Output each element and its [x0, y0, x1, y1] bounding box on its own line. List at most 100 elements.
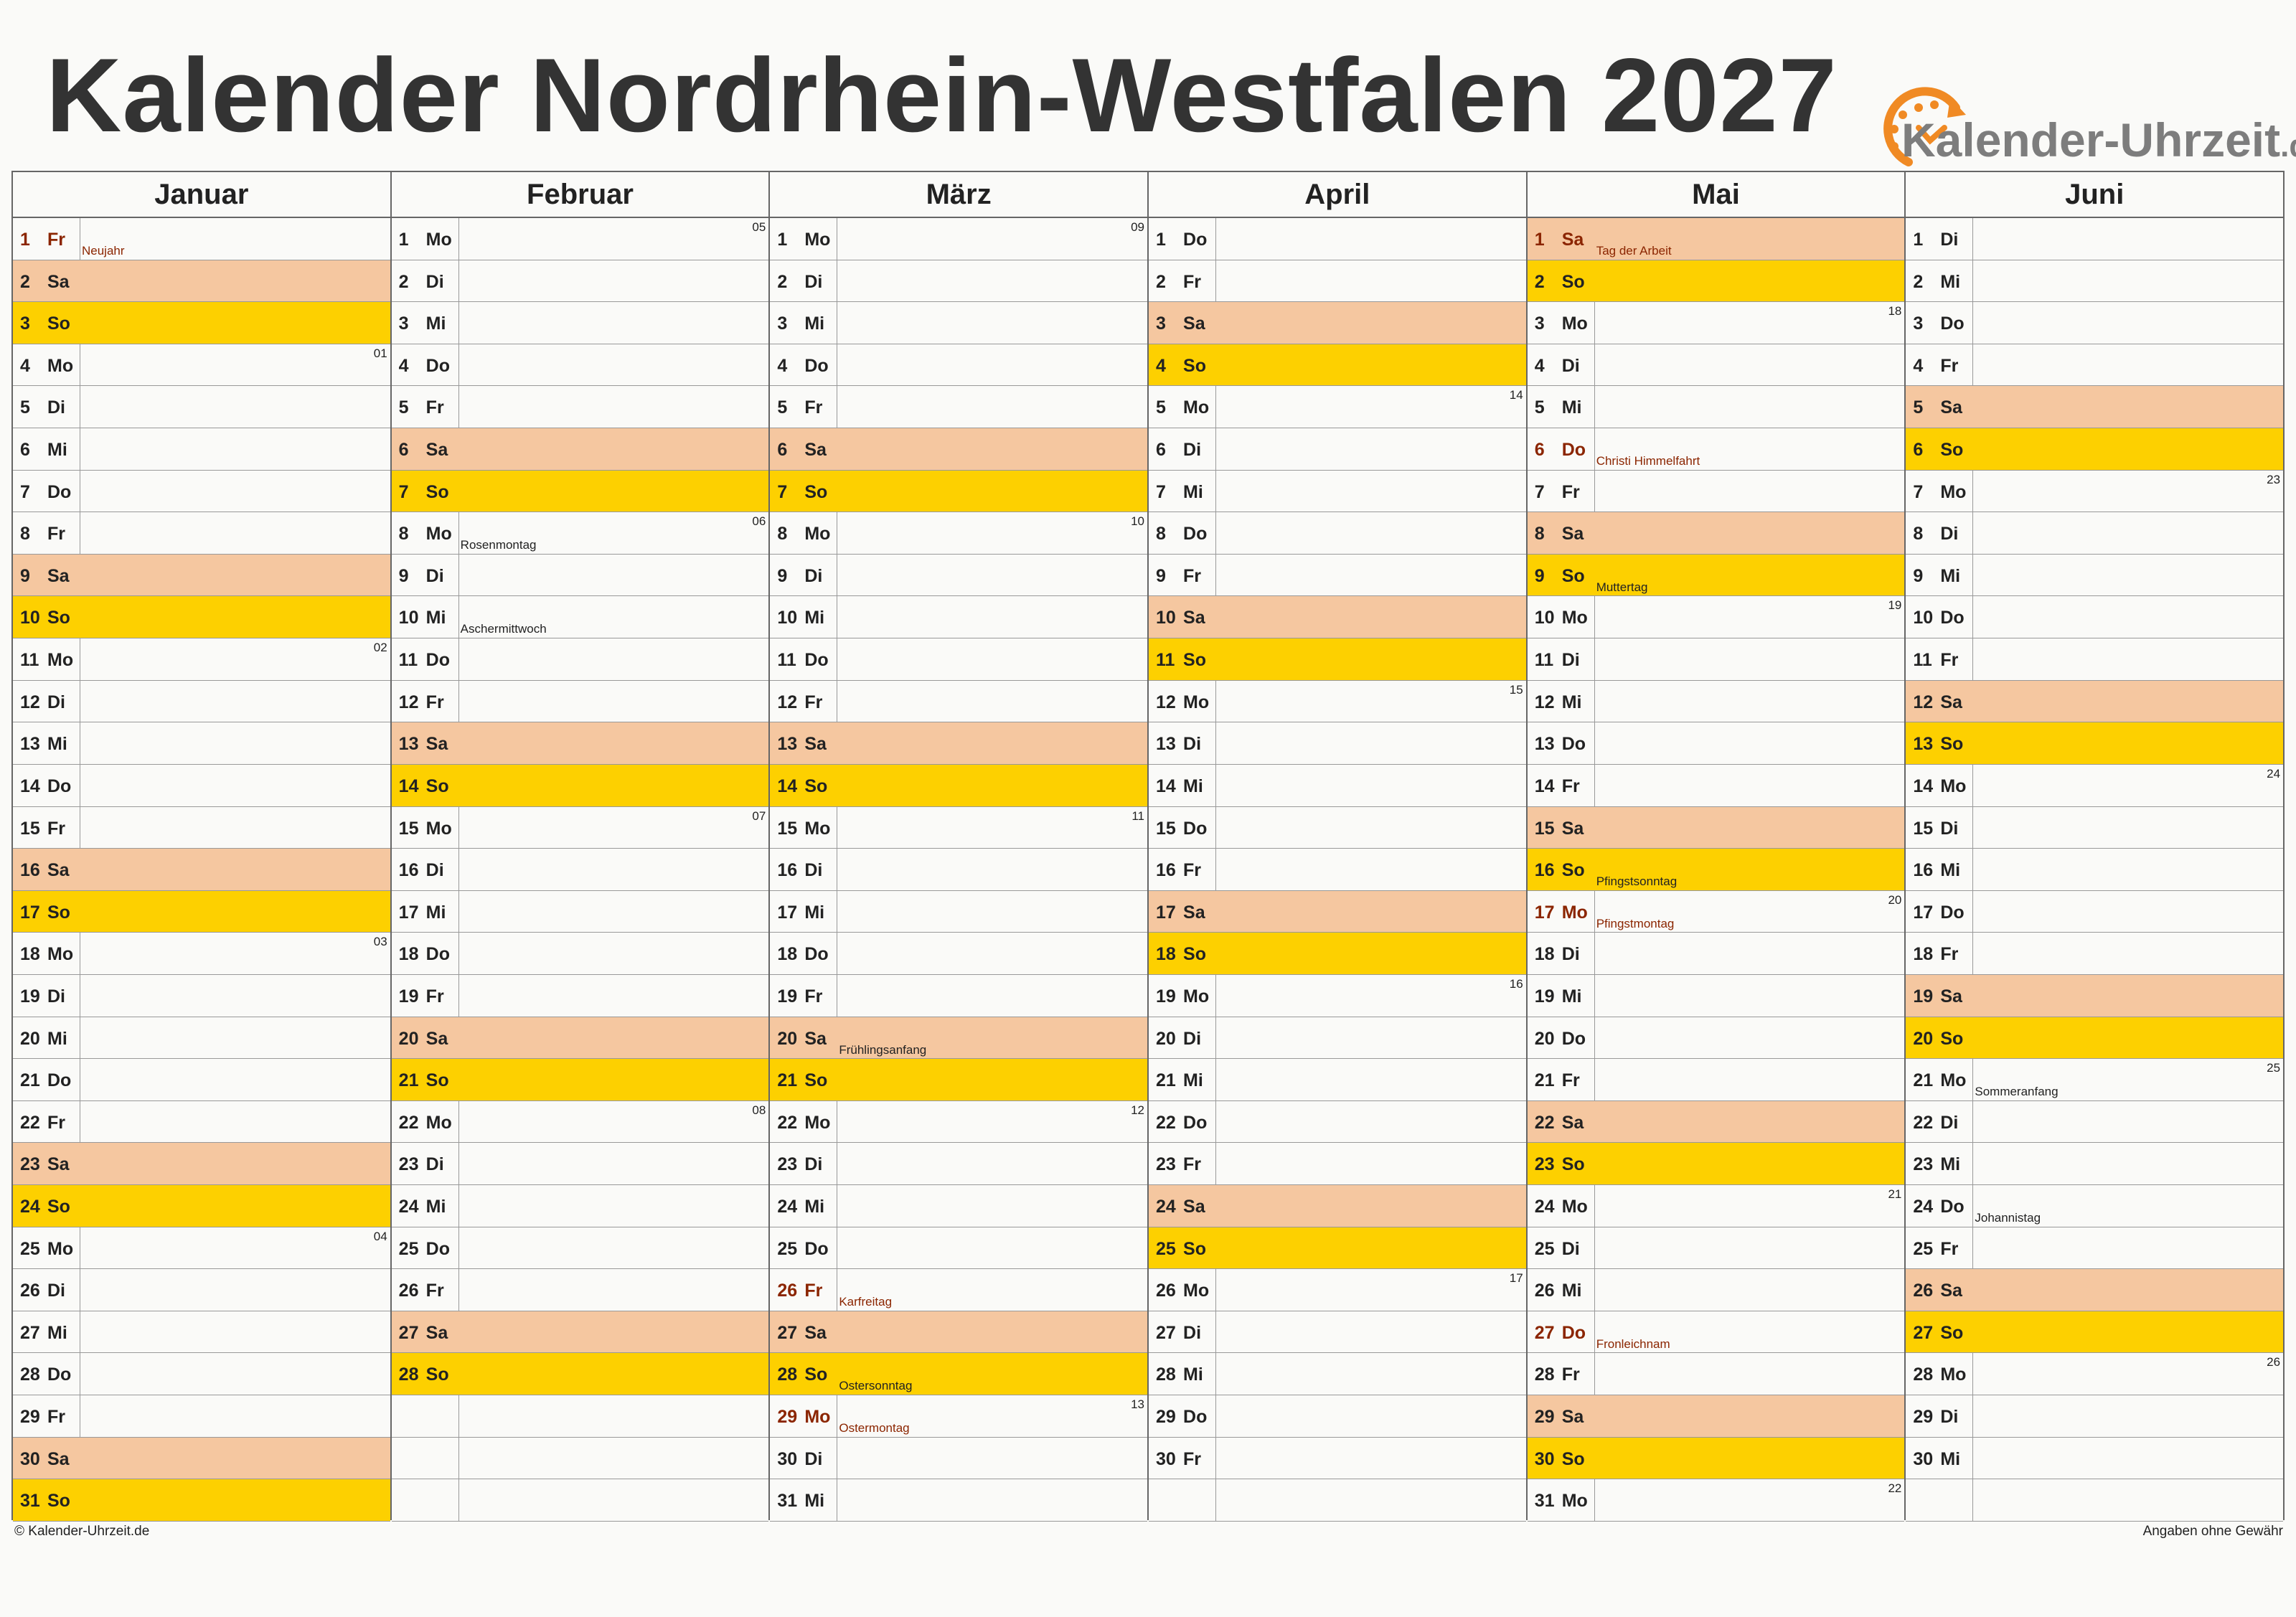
- event-cell[interactable]: [837, 765, 1147, 806]
- event-cell[interactable]: [1216, 807, 1526, 849]
- event-cell[interactable]: [80, 512, 390, 554]
- event-cell[interactable]: [1973, 891, 2283, 933]
- event-cell[interactable]: [1595, 1143, 1905, 1184]
- event-cell[interactable]: [1595, 344, 1905, 386]
- event-cell[interactable]: [80, 1143, 390, 1184]
- event-cell[interactable]: [80, 260, 390, 302]
- event-cell[interactable]: [459, 471, 769, 512]
- event-cell[interactable]: [1595, 807, 1905, 849]
- event-cell[interactable]: 22: [1595, 1479, 1905, 1521]
- event-cell[interactable]: [1216, 1185, 1526, 1227]
- event-cell[interactable]: 26: [1973, 1353, 2283, 1395]
- event-cell[interactable]: [837, 722, 1147, 764]
- event-cell[interactable]: [80, 302, 390, 344]
- event-cell[interactable]: [80, 555, 390, 596]
- event-cell[interactable]: [459, 681, 769, 722]
- event-cell[interactable]: [1216, 933, 1526, 974]
- event-cell[interactable]: [1216, 1017, 1526, 1059]
- event-cell[interactable]: [837, 1311, 1147, 1353]
- event-cell[interactable]: Tag der Arbeit: [1595, 218, 1905, 260]
- event-cell[interactable]: 18: [1595, 302, 1905, 344]
- event-cell[interactable]: [837, 849, 1147, 890]
- event-cell[interactable]: [837, 260, 1147, 302]
- event-cell[interactable]: 23: [1973, 471, 2283, 512]
- event-cell[interactable]: [1216, 555, 1526, 596]
- event-cell[interactable]: 25 Sommeranfang: [1973, 1059, 2283, 1100]
- event-cell[interactable]: [80, 1101, 390, 1143]
- event-cell[interactable]: [459, 1185, 769, 1227]
- event-cell[interactable]: Karfreitag: [837, 1269, 1147, 1311]
- event-cell[interactable]: Pfingstsonntag: [1595, 849, 1905, 890]
- event-cell[interactable]: [1973, 807, 2283, 849]
- event-cell[interactable]: 24: [1973, 765, 2283, 806]
- event-cell[interactable]: [1973, 1227, 2283, 1269]
- event-cell[interactable]: [1216, 849, 1526, 890]
- event-cell[interactable]: [1595, 1395, 1905, 1437]
- event-cell[interactable]: [837, 428, 1147, 470]
- event-cell[interactable]: [80, 891, 390, 933]
- event-cell[interactable]: 10: [837, 512, 1147, 554]
- event-cell[interactable]: [459, 765, 769, 806]
- event-cell[interactable]: [80, 1479, 390, 1521]
- event-cell[interactable]: [1595, 933, 1905, 974]
- event-cell[interactable]: 11: [837, 807, 1147, 849]
- event-cell[interactable]: [1595, 512, 1905, 554]
- event-cell[interactable]: [1595, 1269, 1905, 1311]
- event-cell[interactable]: [837, 1059, 1147, 1100]
- event-cell[interactable]: [1216, 1438, 1526, 1479]
- event-cell[interactable]: [459, 1269, 769, 1311]
- event-cell[interactable]: [80, 807, 390, 849]
- event-cell[interactable]: [837, 386, 1147, 428]
- event-cell[interactable]: [1973, 512, 2283, 554]
- event-cell[interactable]: [80, 471, 390, 512]
- event-cell[interactable]: Ostersonntag: [837, 1353, 1147, 1395]
- event-cell[interactable]: [459, 302, 769, 344]
- event-cell[interactable]: 03: [80, 933, 390, 974]
- event-cell[interactable]: [1216, 471, 1526, 512]
- event-cell[interactable]: [1216, 765, 1526, 806]
- event-cell[interactable]: 14: [1216, 386, 1526, 428]
- event-cell[interactable]: [459, 260, 769, 302]
- event-cell[interactable]: Fronleichnam: [1595, 1311, 1905, 1353]
- event-cell[interactable]: Christi Himmelfahrt: [1595, 428, 1905, 470]
- event-cell[interactable]: 09: [837, 218, 1147, 260]
- event-cell[interactable]: [1216, 302, 1526, 344]
- event-cell[interactable]: [80, 975, 390, 1017]
- event-cell[interactable]: [1216, 1227, 1526, 1269]
- event-cell[interactable]: [1216, 638, 1526, 680]
- event-cell[interactable]: [1216, 891, 1526, 933]
- event-cell[interactable]: [837, 555, 1147, 596]
- event-cell[interactable]: 21: [1595, 1185, 1905, 1227]
- event-cell[interactable]: [1216, 1059, 1526, 1100]
- event-cell[interactable]: [80, 428, 390, 470]
- event-cell[interactable]: [1216, 428, 1526, 470]
- event-cell[interactable]: [1216, 218, 1526, 260]
- event-cell[interactable]: [459, 428, 769, 470]
- event-cell[interactable]: [80, 681, 390, 722]
- event-cell[interactable]: [1973, 218, 2283, 260]
- event-cell[interactable]: [1973, 386, 2283, 428]
- event-cell[interactable]: [1216, 260, 1526, 302]
- event-cell[interactable]: [1216, 1101, 1526, 1143]
- event-cell[interactable]: [1216, 1143, 1526, 1184]
- event-cell[interactable]: [1595, 722, 1905, 764]
- event-cell[interactable]: [80, 596, 390, 638]
- event-cell[interactable]: [1973, 344, 2283, 386]
- event-cell[interactable]: [80, 1185, 390, 1227]
- event-cell[interactable]: 17: [1216, 1269, 1526, 1311]
- event-cell[interactable]: [1973, 555, 2283, 596]
- event-cell[interactable]: [837, 1185, 1147, 1227]
- event-cell[interactable]: [1595, 1101, 1905, 1143]
- event-cell[interactable]: [1973, 1143, 2283, 1184]
- event-cell[interactable]: [1216, 596, 1526, 638]
- event-cell[interactable]: [1973, 1438, 2283, 1479]
- event-cell[interactable]: [459, 1227, 769, 1269]
- event-cell[interactable]: [80, 765, 390, 806]
- event-cell[interactable]: [80, 1395, 390, 1437]
- event-cell[interactable]: [1216, 512, 1526, 554]
- event-cell[interactable]: 16: [1216, 975, 1526, 1017]
- event-cell[interactable]: [1973, 260, 2283, 302]
- event-cell[interactable]: [1595, 681, 1905, 722]
- event-cell[interactable]: [459, 722, 769, 764]
- event-cell[interactable]: 13 Ostermontag: [837, 1395, 1147, 1437]
